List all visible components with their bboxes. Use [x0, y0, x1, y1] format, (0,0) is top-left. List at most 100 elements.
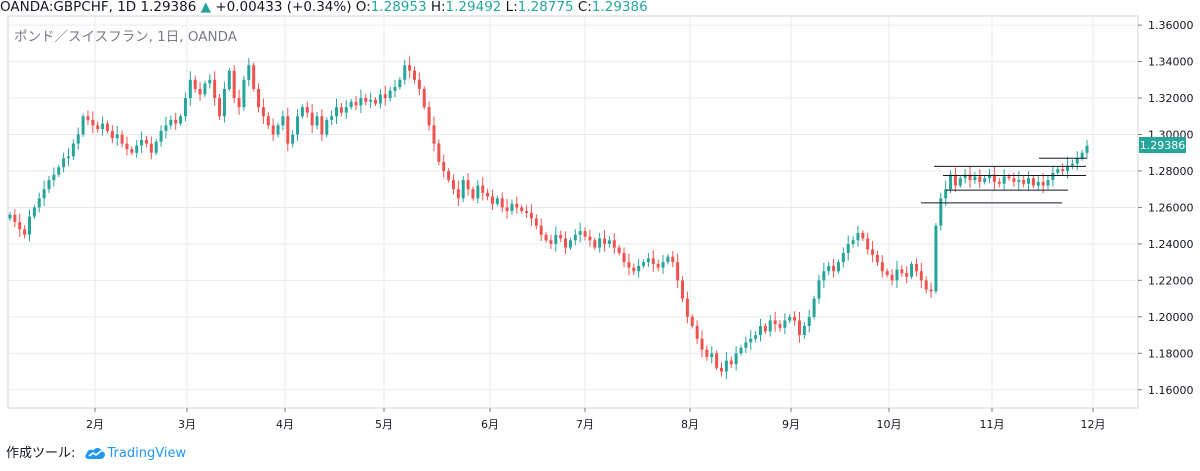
candle-body [992, 174, 996, 182]
candle-body [359, 98, 363, 106]
candle-body [32, 207, 36, 217]
candle-body [427, 107, 431, 126]
candle-body [76, 134, 80, 144]
close-value: 1.29386 [591, 0, 648, 15]
candle-body [203, 83, 207, 95]
candle-body [778, 324, 782, 328]
x-tick-label: 9月 [782, 418, 800, 431]
candle-body [179, 116, 183, 124]
y-tick-label: 1.26000 [1148, 201, 1194, 214]
time-axis[interactable]: 2月 3月 4月 5月 6月 7月 8月 9月 10月 11月 12月 [86, 408, 1106, 431]
candle-body [593, 240, 597, 248]
candle-body [534, 218, 538, 226]
candle-body [242, 79, 246, 108]
candle-body [783, 320, 787, 328]
candle-body [827, 265, 831, 272]
candle-body [1002, 176, 1006, 184]
candle-body [666, 256, 670, 263]
candle-body [983, 178, 987, 182]
last-price-label: 1.29386 [1140, 139, 1186, 152]
candle-body [330, 116, 334, 120]
candle-body [788, 316, 792, 321]
candle-body [476, 185, 480, 199]
tradingview-link[interactable]: TradingView [107, 446, 187, 461]
candle-body [398, 79, 402, 88]
candle-body [1070, 163, 1074, 166]
candle-body [681, 280, 685, 299]
candle-body [198, 88, 202, 95]
candle-body [978, 176, 982, 182]
candle-body [1066, 165, 1070, 171]
candle-body [432, 125, 436, 144]
candle-body [539, 225, 543, 235]
candle-body [193, 79, 197, 89]
candle-body [729, 360, 733, 365]
candle-body [252, 65, 256, 89]
candle-body [486, 192, 490, 197]
candle-body [296, 116, 300, 135]
candle-body [47, 180, 51, 190]
candle-body [1075, 158, 1079, 164]
candle-body [1017, 180, 1021, 182]
last-price-tag: 1.29386 [1139, 137, 1186, 153]
candle-body [1056, 169, 1060, 173]
candle-body [525, 211, 529, 213]
candle-body [851, 240, 855, 244]
candle-body [1007, 176, 1011, 179]
candle-body [495, 198, 499, 204]
x-tick-label: 11月 [980, 418, 1005, 431]
candle-body [105, 123, 109, 131]
candle-body [461, 180, 465, 199]
candle-body [880, 262, 884, 272]
candle-body [617, 247, 621, 254]
made-with-label: 作成ツール: [6, 446, 76, 461]
candle-body [27, 216, 31, 235]
price-chart[interactable]: 1.16000 1.18000 1.20000 1.22000 1.24000 1.260… [0, 0, 1200, 440]
candle-body [417, 79, 421, 89]
candle-body [18, 222, 22, 230]
candle-body [690, 316, 694, 326]
y-tick-label: 1.36000 [1148, 19, 1194, 32]
candle-body [646, 258, 650, 263]
candle-body [700, 338, 704, 350]
candle-body [110, 130, 114, 139]
plot-area[interactable] [7, 15, 1139, 409]
candle-body [183, 98, 187, 117]
candle-body [871, 249, 875, 255]
tradingview-cloud-icon[interactable] [84, 446, 106, 460]
candle-body [802, 325, 806, 336]
candle-body [944, 189, 948, 199]
candle-body [261, 107, 265, 117]
candle-body [86, 116, 90, 120]
candle-body [364, 98, 368, 102]
candle-body [500, 198, 504, 208]
candle-body [661, 262, 665, 268]
candle-body [188, 79, 192, 99]
grid-lines [8, 16, 1138, 408]
candle-body [300, 107, 304, 117]
y-tick-label: 1.16000 [1148, 384, 1194, 397]
candle-body [1031, 178, 1035, 186]
candle-body [754, 335, 758, 339]
candle-body [793, 316, 797, 321]
candle-body [208, 79, 212, 84]
candle-body [890, 274, 894, 281]
candle-body [466, 180, 470, 190]
candle-body [1027, 178, 1031, 184]
open-label: O: [355, 0, 371, 15]
candle-body [57, 167, 61, 175]
candle-body [222, 88, 226, 117]
candle-body [456, 189, 460, 199]
candle-body [174, 119, 178, 124]
price-axis[interactable]: 1.16000 1.18000 1.20000 1.22000 1.24000 1.260… [1138, 19, 1194, 397]
candle-body [773, 320, 777, 325]
candle-body [822, 271, 826, 281]
y-tick-label: 1.20000 [1148, 311, 1194, 324]
candle-body [140, 139, 144, 146]
support-resistance-lines[interactable] [921, 157, 1087, 204]
x-tick-label: 12月 [1081, 418, 1106, 431]
candle-body [939, 198, 943, 226]
candle-body [232, 70, 236, 99]
candle-body [354, 101, 358, 106]
candle-body [13, 214, 17, 223]
